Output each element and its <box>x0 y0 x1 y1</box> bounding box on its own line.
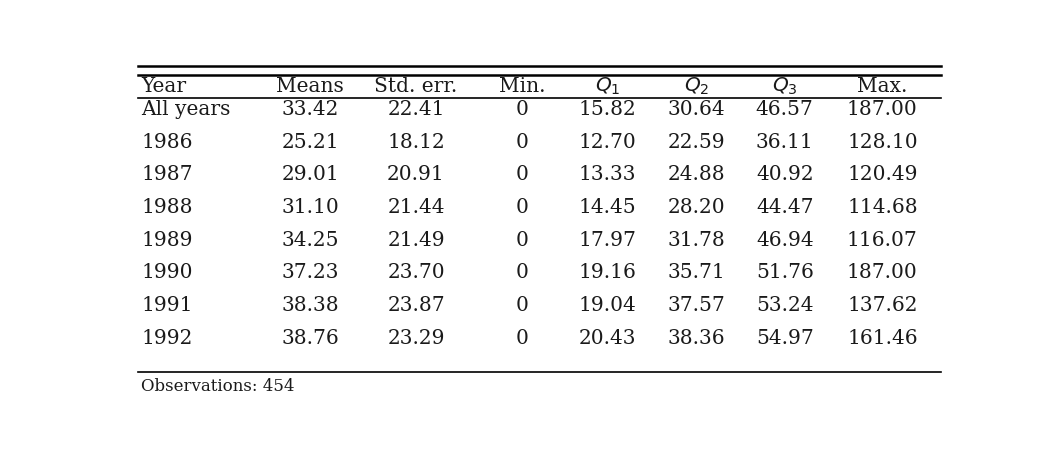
Text: 1986: 1986 <box>141 133 192 152</box>
Text: 0: 0 <box>516 198 528 217</box>
Text: 22.41: 22.41 <box>387 100 445 119</box>
Text: Min.: Min. <box>499 77 545 96</box>
Text: 1989: 1989 <box>141 231 192 250</box>
Text: Max.: Max. <box>857 77 907 96</box>
Text: 18.12: 18.12 <box>387 133 445 152</box>
Text: 1992: 1992 <box>141 329 192 348</box>
Text: 31.10: 31.10 <box>281 198 339 217</box>
Text: 36.11: 36.11 <box>756 133 814 152</box>
Text: 0: 0 <box>516 166 528 184</box>
Text: Std. err.: Std. err. <box>375 77 458 96</box>
Text: 187.00: 187.00 <box>847 263 918 282</box>
Text: Means: Means <box>276 77 344 96</box>
Text: 1990: 1990 <box>141 263 192 282</box>
Text: 23.87: 23.87 <box>387 296 445 315</box>
Text: All years: All years <box>141 100 230 119</box>
Text: 0: 0 <box>516 100 528 119</box>
Text: 38.38: 38.38 <box>281 296 339 315</box>
Text: 54.97: 54.97 <box>756 329 814 348</box>
Text: 33.42: 33.42 <box>281 100 339 119</box>
Text: 1988: 1988 <box>141 198 192 217</box>
Text: $Q_2$: $Q_2$ <box>685 75 710 97</box>
Text: 53.24: 53.24 <box>756 296 814 315</box>
Text: $Q_3$: $Q_3$ <box>772 75 798 97</box>
Text: 0: 0 <box>516 133 528 152</box>
Text: 25.21: 25.21 <box>281 133 339 152</box>
Text: 0: 0 <box>516 296 528 315</box>
Text: 38.36: 38.36 <box>668 329 726 348</box>
Text: 46.57: 46.57 <box>756 100 814 119</box>
Text: 187.00: 187.00 <box>847 100 918 119</box>
Text: 24.88: 24.88 <box>668 166 726 184</box>
Text: 34.25: 34.25 <box>281 231 339 250</box>
Text: 114.68: 114.68 <box>847 198 918 217</box>
Text: 37.23: 37.23 <box>281 263 339 282</box>
Text: 51.76: 51.76 <box>756 263 814 282</box>
Text: 30.64: 30.64 <box>668 100 726 119</box>
Text: 23.29: 23.29 <box>387 329 445 348</box>
Text: 23.70: 23.70 <box>387 263 445 282</box>
Text: 19.04: 19.04 <box>579 296 636 315</box>
Text: 1991: 1991 <box>141 296 192 315</box>
Text: 0: 0 <box>516 263 528 282</box>
Text: 44.47: 44.47 <box>756 198 814 217</box>
Text: 120.49: 120.49 <box>847 166 918 184</box>
Text: Year: Year <box>141 77 186 96</box>
Text: 0: 0 <box>516 231 528 250</box>
Text: 21.49: 21.49 <box>387 231 445 250</box>
Text: 46.94: 46.94 <box>756 231 814 250</box>
Text: 161.46: 161.46 <box>847 329 918 348</box>
Text: 40.92: 40.92 <box>756 166 814 184</box>
Text: 12.70: 12.70 <box>579 133 636 152</box>
Text: 0: 0 <box>516 329 528 348</box>
Text: 37.57: 37.57 <box>668 296 726 315</box>
Text: 38.76: 38.76 <box>281 329 339 348</box>
Text: 29.01: 29.01 <box>281 166 339 184</box>
Text: 15.82: 15.82 <box>579 100 636 119</box>
Text: 31.78: 31.78 <box>668 231 726 250</box>
Text: 17.97: 17.97 <box>579 231 636 250</box>
Text: 20.43: 20.43 <box>579 329 636 348</box>
Text: 22.59: 22.59 <box>668 133 726 152</box>
Text: 13.33: 13.33 <box>579 166 636 184</box>
Text: 116.07: 116.07 <box>847 231 918 250</box>
Text: 21.44: 21.44 <box>387 198 445 217</box>
Text: 35.71: 35.71 <box>668 263 726 282</box>
Text: 1987: 1987 <box>141 166 192 184</box>
Text: 14.45: 14.45 <box>579 198 636 217</box>
Text: $Q_1$: $Q_1$ <box>594 75 621 97</box>
Text: 28.20: 28.20 <box>668 198 726 217</box>
Text: Observations: 454: Observations: 454 <box>141 378 294 396</box>
Text: 20.91: 20.91 <box>387 166 445 184</box>
Text: 19.16: 19.16 <box>579 263 636 282</box>
Text: 137.62: 137.62 <box>847 296 918 315</box>
Text: 128.10: 128.10 <box>847 133 918 152</box>
